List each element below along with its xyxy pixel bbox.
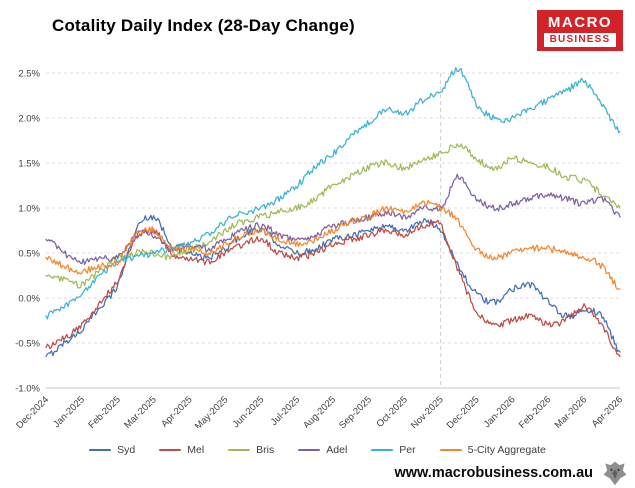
- series-line-mel: [45, 219, 621, 358]
- chart-footer: www.macrobusiness.com.au: [0, 458, 635, 488]
- x-axis-tick-label: Dec-2025: [445, 394, 482, 428]
- legend-item-mel: Mel: [159, 444, 204, 456]
- x-axis-tick-label: Nov-2025: [409, 394, 446, 428]
- y-axis-tick-label: 0.0%: [18, 293, 40, 304]
- legend-swatch: [439, 448, 462, 452]
- x-axis-tick-label: Jan-2025: [51, 394, 87, 428]
- series-line-5-city-aggregate: [45, 199, 621, 290]
- x-axis-tick-label: May-2025: [193, 394, 231, 428]
- x-axis-tick-label: Mar-2026: [553, 394, 590, 428]
- chart-title: Cotality Daily Index (28-Day Change): [52, 16, 355, 35]
- x-axis-tick-label: Jul-2025: [269, 394, 303, 428]
- legend-label: Syd: [117, 444, 136, 456]
- x-axis-tick-label: Dec-2024: [14, 394, 51, 428]
- series-line-per: [45, 66, 621, 320]
- logo-text-business: BUSINESS: [544, 33, 616, 47]
- x-axis-tick-label: Feb-2026: [517, 394, 554, 428]
- chart-header: Cotality Daily Index (28-Day Change) MAC…: [0, 0, 635, 58]
- legend-swatch: [298, 448, 321, 452]
- legend-item-5-city-aggregate: 5-City Aggregate: [439, 444, 546, 456]
- legend-item-adel: Adel: [298, 444, 347, 456]
- x-axis-tick-label: Jun-2025: [231, 394, 267, 428]
- x-axis-tick-label: Oct-2025: [374, 394, 409, 428]
- legend-swatch: [159, 448, 182, 452]
- legend-item-bris: Bris: [228, 444, 274, 456]
- y-axis-tick-label: -0.5%: [15, 338, 40, 349]
- y-axis-tick-label: -1.0%: [15, 383, 40, 394]
- legend-label: Bris: [256, 444, 275, 456]
- x-axis-tick-label: Feb-2025: [86, 394, 123, 428]
- legend-swatch: [89, 448, 112, 452]
- series-line-bris: [45, 143, 621, 289]
- legend-item-per: Per: [371, 444, 416, 456]
- y-axis-tick-label: 2.0%: [18, 113, 40, 124]
- line-chart-area: -1.0% -0.5% 0.0% 0.5% 1.0% 1.5% 2.0% 2.5% Dec-20…: [0, 58, 635, 432]
- y-axis-tick-label: 1.5%: [18, 158, 40, 169]
- legend-label: 5-City Aggregate: [467, 444, 546, 456]
- legend-swatch: [228, 448, 251, 452]
- legend-label: Per: [399, 444, 416, 456]
- series-line-syd: [45, 214, 621, 358]
- chart-legend: Syd Mel Bris Adel Per 5-City Aggregate: [0, 440, 635, 460]
- legend-item-syd: Syd: [89, 444, 135, 456]
- x-axis-tick-label: Sep-2025: [337, 394, 374, 428]
- wolf-logo-icon: [603, 461, 627, 486]
- legend-label: Mel: [187, 444, 205, 456]
- legend-label: Adel: [326, 444, 348, 456]
- x-axis-tick-label: Apr-2026: [590, 394, 625, 428]
- y-axis-tick-label: 2.5%: [18, 68, 40, 79]
- y-axis-tick-label: 0.5%: [18, 248, 40, 259]
- macrobusiness-logo: MACRO BUSINESS: [537, 10, 623, 51]
- y-axis-tick-label: 1.0%: [18, 203, 40, 214]
- x-axis-tick-label: Mar-2025: [122, 394, 159, 428]
- x-axis-tick-label: Apr-2025: [159, 394, 194, 428]
- website-url: www.macrobusiness.com.au: [394, 465, 594, 481]
- x-axis-tick-label: Jan-2026: [482, 394, 518, 428]
- legend-swatch: [371, 448, 394, 452]
- x-axis-tick-label: Aug-2025: [301, 394, 338, 428]
- logo-text-macro: MACRO: [547, 14, 613, 31]
